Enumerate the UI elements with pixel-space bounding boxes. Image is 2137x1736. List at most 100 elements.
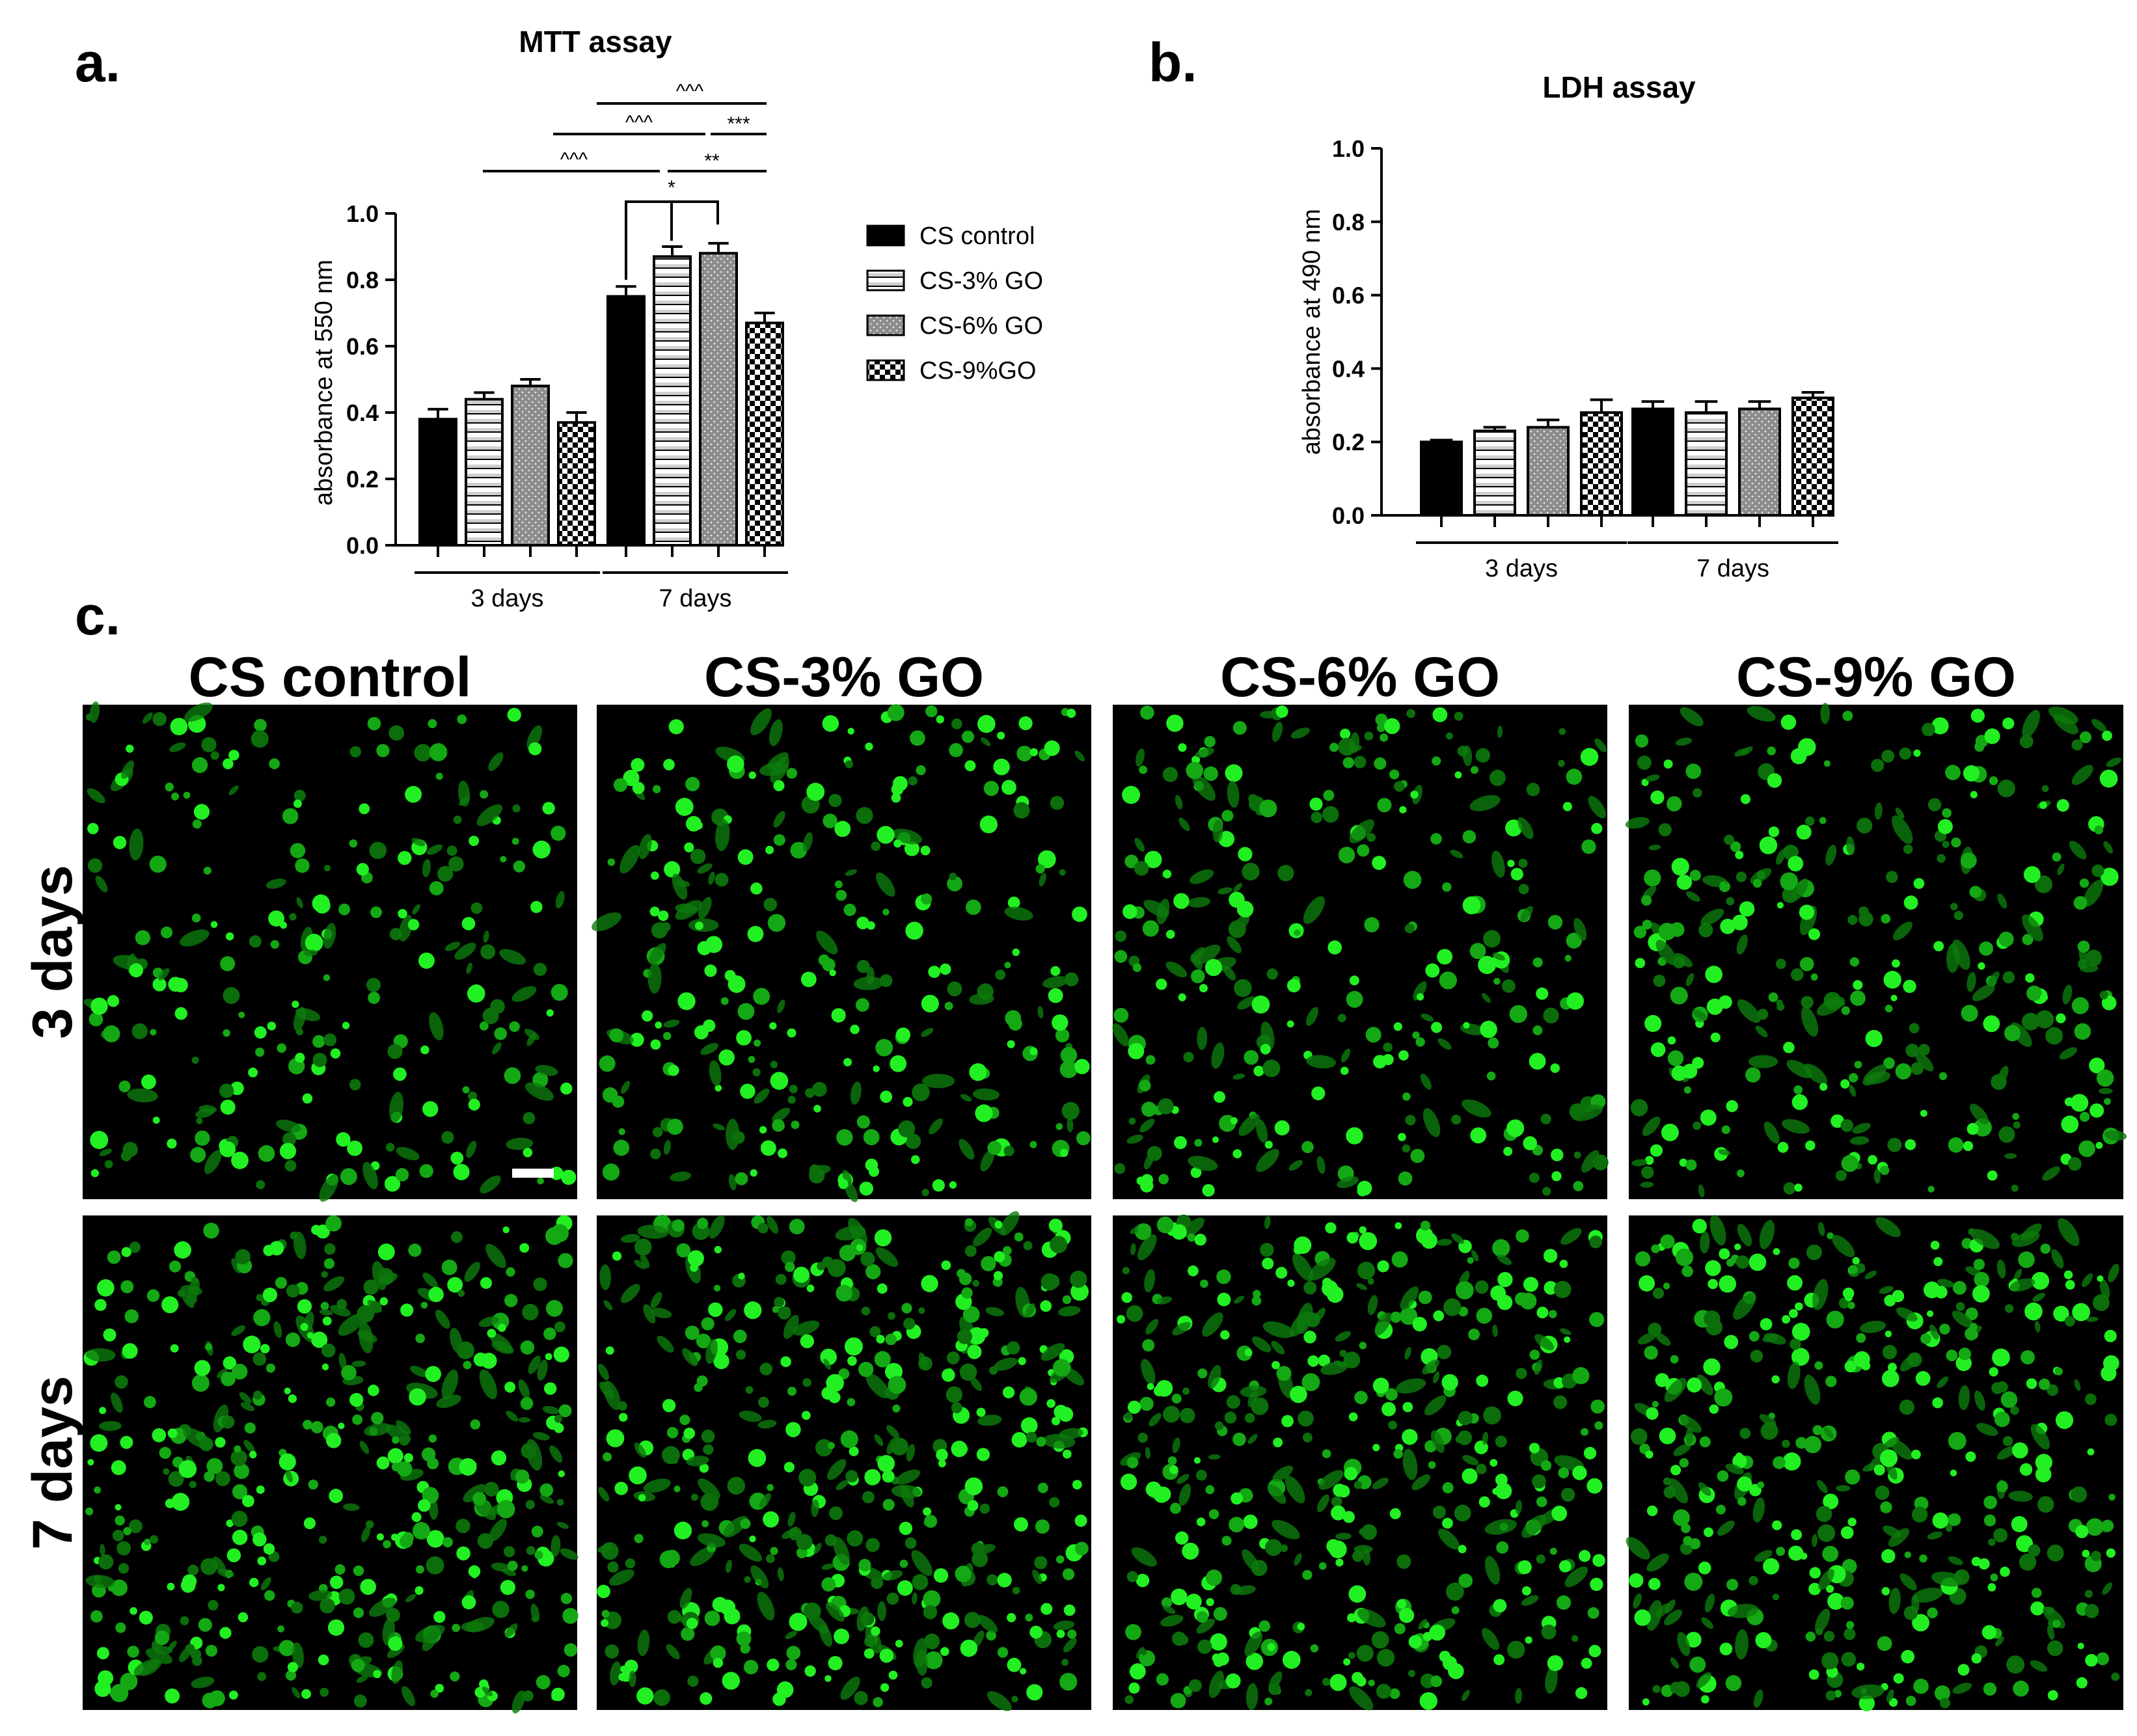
cell: [964, 760, 976, 772]
cell-spread: [1188, 897, 1211, 908]
ldh-y-tick-label: 0.8: [1332, 209, 1365, 236]
cell: [740, 1518, 751, 1529]
cell: [618, 1128, 625, 1135]
cell: [1644, 1014, 1662, 1033]
cell-spread: [2011, 1231, 2040, 1247]
cell-spread: [1825, 845, 1837, 866]
cell: [824, 1675, 832, 1682]
cell-spread: [1816, 1480, 1828, 1493]
cell: [1683, 1536, 1693, 1546]
cell-spread: [1818, 1569, 1834, 1590]
cell: [320, 1598, 335, 1614]
cell-spread: [844, 1181, 858, 1202]
cell: [1904, 1551, 1911, 1558]
cell-spread: [634, 1442, 647, 1458]
cell: [1023, 1241, 1033, 1251]
cell-spread: [1700, 908, 1724, 926]
cell: [1337, 1485, 1350, 1498]
cell: [180, 1616, 189, 1625]
cell: [977, 714, 996, 733]
cell-spread: [816, 930, 838, 955]
cell: [923, 1605, 938, 1620]
cell: [1776, 902, 1784, 909]
cell-spread: [1664, 1609, 1683, 1625]
cell-spread: [1520, 906, 1533, 922]
cell: [127, 1646, 139, 1658]
cell-spread: [1039, 873, 1046, 887]
cell-spread: [100, 1543, 105, 1556]
cell: [520, 1397, 534, 1410]
cell: [1750, 1349, 1763, 1363]
cell: [292, 1000, 299, 1009]
cell: [1958, 1348, 1971, 1361]
cell: [865, 1264, 881, 1280]
cell: [780, 1356, 791, 1367]
cell: [182, 1574, 197, 1589]
cell: [185, 1644, 195, 1653]
cell-spread: [1462, 1099, 1491, 1118]
cell-spread: [787, 1512, 796, 1527]
cell-spread: [1420, 1074, 1432, 1090]
cell: [1808, 928, 1821, 940]
cell: [115, 1622, 126, 1633]
cell: [947, 981, 962, 997]
cell: [1050, 796, 1065, 810]
cell: [269, 758, 280, 770]
cell: [964, 1218, 973, 1227]
cell: [1156, 1216, 1174, 1234]
cell: [1072, 906, 1087, 922]
cell: [1645, 1450, 1654, 1459]
ldh-bar-3-days-cs-control: [1420, 441, 1463, 517]
cell-spread: [1320, 1361, 1348, 1376]
cell-spread: [1534, 1359, 1543, 1376]
cell-spread: [539, 1494, 554, 1504]
cell: [1323, 789, 1335, 801]
cell-spread: [1677, 1632, 1691, 1657]
cell: [112, 1530, 124, 1541]
cell: [921, 1188, 929, 1197]
cell: [2090, 1551, 2101, 1562]
cell: [1389, 1688, 1400, 1700]
cell: [553, 1346, 569, 1363]
cell: [1374, 757, 1387, 770]
cell: [195, 1130, 210, 1146]
cell-spread: [296, 897, 303, 908]
cell: [2045, 1027, 2063, 1045]
cell: [469, 835, 480, 847]
cell: [823, 813, 837, 828]
cell-spread: [286, 1470, 293, 1482]
cell: [1476, 1374, 1489, 1387]
cell: [836, 889, 847, 901]
cell-spread: [739, 1411, 762, 1422]
cell: [1187, 1233, 1196, 1242]
cell: [129, 1241, 141, 1253]
cell-spread: [1247, 1433, 1258, 1444]
cell: [457, 1290, 465, 1297]
cell: [301, 1689, 311, 1699]
cell: [1805, 1140, 1816, 1151]
cell-spread: [391, 1660, 403, 1684]
cell: [2099, 769, 2118, 788]
cell-spread: [688, 918, 719, 932]
cell: [899, 1559, 908, 1568]
cell: [667, 1610, 681, 1624]
cell-spread: [1753, 1689, 1763, 1708]
cell: [293, 789, 306, 802]
cell: [1311, 1086, 1326, 1100]
cell-spread: [483, 930, 489, 943]
cell: [254, 718, 267, 732]
cell: [1354, 1481, 1363, 1489]
cell-spread: [1451, 1233, 1465, 1244]
cell: [652, 1127, 663, 1137]
cell: [892, 1404, 901, 1413]
cell: [99, 1407, 107, 1415]
cell-spread: [2074, 1379, 2081, 1391]
cell: [1572, 1367, 1590, 1385]
cell: [225, 932, 234, 941]
cell: [365, 1520, 374, 1529]
cell: [1002, 1246, 1012, 1255]
cell: [629, 1033, 644, 1047]
cell: [289, 913, 297, 921]
cell: [1581, 1428, 1589, 1436]
cell: [2101, 1519, 2114, 1532]
